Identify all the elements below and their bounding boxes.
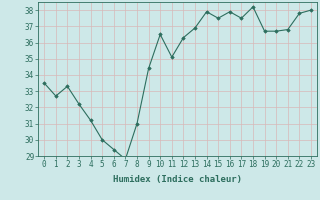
- X-axis label: Humidex (Indice chaleur): Humidex (Indice chaleur): [113, 175, 242, 184]
